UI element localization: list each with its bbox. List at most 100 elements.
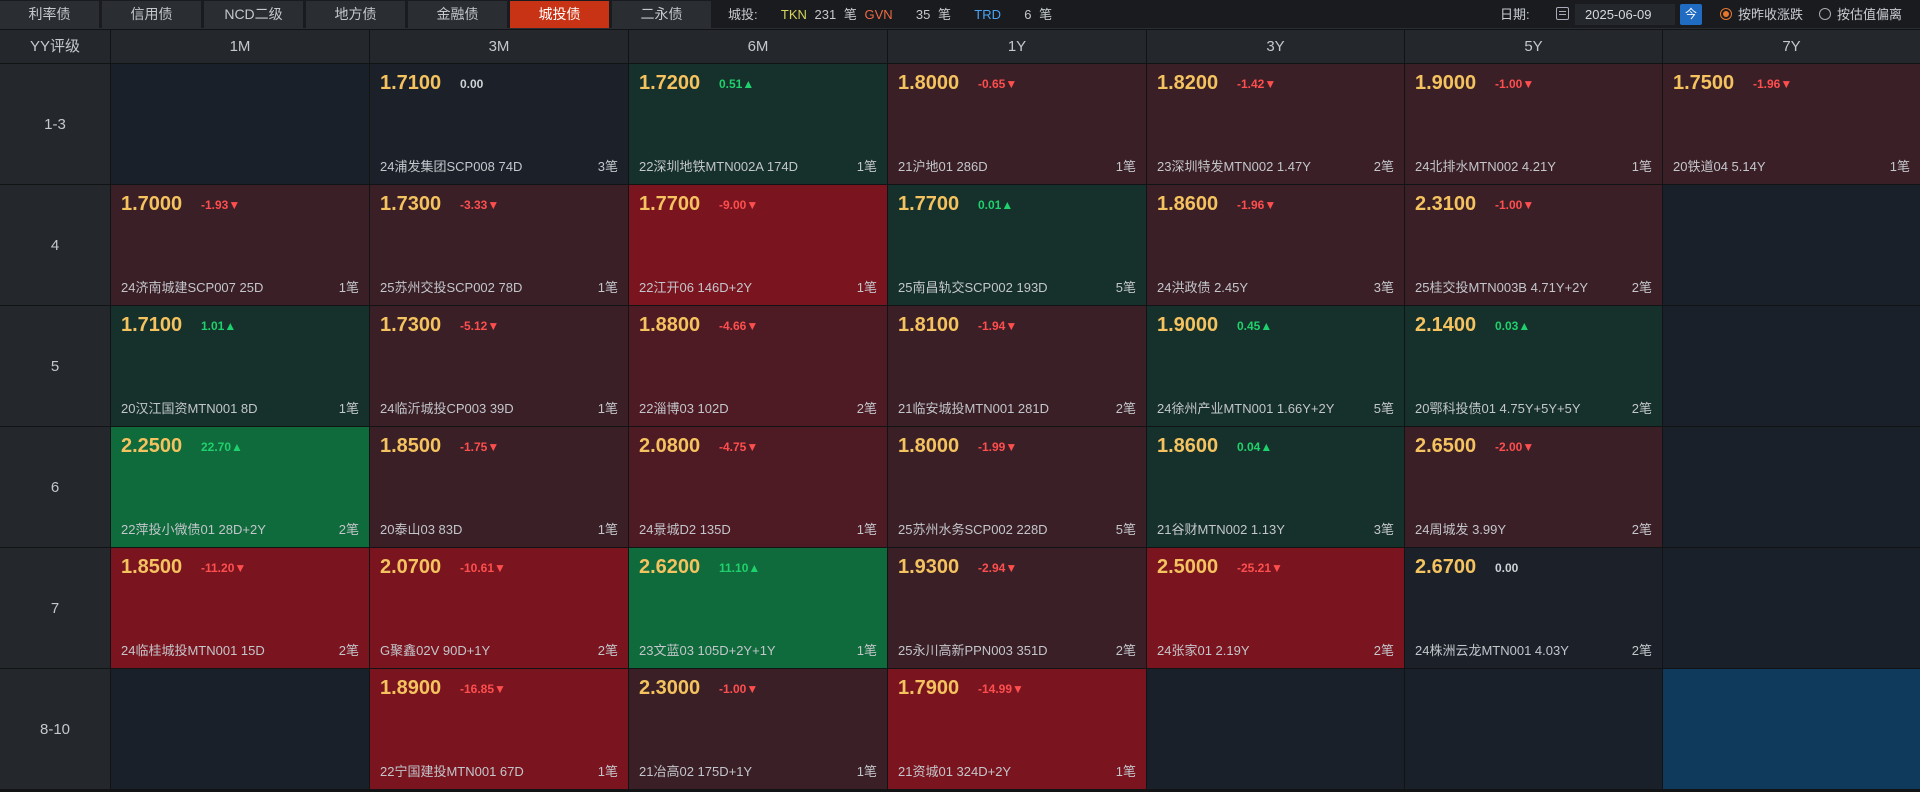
yield-change: -1.94▼ <box>978 319 1018 333</box>
bond-cell[interactable]: 1.7300 -5.12▼ 24临沂城投CP003 39D 1笔 <box>370 306 628 426</box>
trade-count: 1笔 <box>597 280 618 295</box>
bond-cell[interactable]: 2.0800 -4.75▼ 24景城D2 135D 1笔 <box>629 427 887 547</box>
trade-count: 2笔 <box>1373 643 1394 658</box>
trade-count-info: 城投: TKN 231 笔 GVN 35 笔 TRD 6 笔 <box>728 0 1056 29</box>
bond-cell[interactable]: 1.7000 -1.93▼ 24济南城建SCP007 25D 1笔 <box>111 185 369 305</box>
by-valuation-label[interactable]: 按估值偏离 <box>1837 7 1903 22</box>
empty-cell <box>1147 669 1404 789</box>
by-close-radio[interactable] <box>1720 8 1732 20</box>
yield-change: 0.51▲ <box>719 77 755 91</box>
by-close-label[interactable]: 按昨收涨跌 <box>1738 7 1804 22</box>
empty-cell <box>1663 185 1920 305</box>
tab-5[interactable]: 城投债 <box>510 1 609 28</box>
gvn-label: GVN <box>864 7 893 22</box>
bond-cell[interactable]: 2.1400 0.03▲ 20鄂科投债01 4.75Y+5Y+5Y 2笔 <box>1405 306 1662 426</box>
trade-count: 2笔 <box>1631 280 1652 295</box>
bond-cell[interactable]: 1.8000 -1.99▼ 25苏州水务SCP002 228D 5笔 <box>888 427 1146 547</box>
tab-1[interactable]: 信用债 <box>102 1 201 28</box>
empty-cell <box>1663 548 1920 668</box>
bond-name: 21沪地01 286D <box>898 159 988 174</box>
yield-change: 1.01▲ <box>201 319 237 333</box>
bond-cell[interactable]: 2.0700 -10.61▼ G聚鑫02V 90D+1Y 2笔 <box>370 548 628 668</box>
tab-2[interactable]: NCD二级 <box>204 1 303 28</box>
yield-value: 1.7200 <box>639 72 701 94</box>
trade-count: 1笔 <box>856 643 877 658</box>
yield-change: 0.45▲ <box>1237 319 1273 333</box>
bond-name: 22萍投小微债01 28D+2Y <box>121 522 266 537</box>
empty-cell <box>1405 669 1662 789</box>
trd-unit: 笔 <box>1039 7 1053 22</box>
tab-0[interactable]: 利率债 <box>0 1 99 28</box>
bond-cell[interactable]: 1.9000 0.45▲ 24徐州产业MTN001 1.66Y+2Y 5笔 <box>1147 306 1404 426</box>
yield-value: 2.0700 <box>380 556 442 578</box>
bond-cell[interactable]: 1.8800 -4.66▼ 22淄博03 102D 2笔 <box>629 306 887 426</box>
bond-cell[interactable]: 1.7100 0.00 24浦发集团SCP008 74D 3笔 <box>370 64 628 184</box>
yield-value: 1.7700 <box>898 193 960 215</box>
yield-change: -2.00▼ <box>1495 440 1535 454</box>
yield-change: 22.70▲ <box>201 440 243 454</box>
bond-cell[interactable]: 1.8600 -1.96▼ 24洪政债 2.45Y 3笔 <box>1147 185 1404 305</box>
bond-cell[interactable]: 2.3100 -1.00▼ 25桂交投MTN003B 4.71Y+2Y 2笔 <box>1405 185 1662 305</box>
bond-cell[interactable]: 1.7900 -14.99▼ 21资城01 324D+2Y 1笔 <box>888 669 1146 789</box>
trade-count: 1笔 <box>597 522 618 537</box>
bond-cell[interactable]: 1.8600 0.04▲ 21谷财MTN002 1.13Y 3笔 <box>1147 427 1404 547</box>
bond-name: 24景城D2 135D <box>639 522 731 537</box>
bond-name: 23深圳特发MTN002 1.47Y <box>1157 159 1311 174</box>
column-header-5: 3Y <box>1147 30 1404 63</box>
yield-change: -1.42▼ <box>1237 77 1277 91</box>
row-label-3: 6 <box>0 427 110 547</box>
category-tabs: 利率债 信用债 NCD二级 地方债 金融债 城投债 二永债 <box>0 1 714 28</box>
bond-cell[interactable]: 1.9300 -2.94▼ 25永川高新PPN003 351D 2笔 <box>888 548 1146 668</box>
yield-change: -4.75▼ <box>719 440 759 454</box>
tab-3[interactable]: 地方债 <box>306 1 405 28</box>
bond-cell[interactable]: 1.7700 0.01▲ 25南昌轨交SCP002 193D 5笔 <box>888 185 1146 305</box>
bond-cell[interactable]: 2.6700 0.00 24株洲云龙MTN001 4.03Y 2笔 <box>1405 548 1662 668</box>
bond-cell[interactable]: 2.3000 -1.00▼ 21冶高02 175D+1Y 1笔 <box>629 669 887 789</box>
bond-name: 24周城发 3.99Y <box>1415 522 1507 537</box>
bond-cell[interactable]: 1.8100 -1.94▼ 21临安城投MTN001 281D 2笔 <box>888 306 1146 426</box>
bond-cell[interactable]: 1.9000 -1.00▼ 24北排水MTN002 4.21Y 1笔 <box>1405 64 1662 184</box>
bond-name: 24株洲云龙MTN001 4.03Y <box>1415 643 1569 658</box>
yield-change: 0.04▲ <box>1237 440 1273 454</box>
column-header-7: 7Y <box>1663 30 1920 63</box>
yield-change: -1.99▼ <box>978 440 1018 454</box>
selected-cell[interactable] <box>1663 669 1920 789</box>
bond-name: 25南昌轨交SCP002 193D <box>898 280 1048 295</box>
bond-name: G聚鑫02V 90D+1Y <box>380 643 491 658</box>
yield-value: 1.8800 <box>639 314 701 336</box>
bond-cell[interactable]: 1.8000 -0.65▼ 21沪地01 286D 1笔 <box>888 64 1146 184</box>
calendar-icon[interactable] <box>1556 7 1569 20</box>
bond-cell[interactable]: 1.8200 -1.42▼ 23深圳特发MTN002 1.47Y 2笔 <box>1147 64 1404 184</box>
trade-count: 2笔 <box>338 643 359 658</box>
bond-cell[interactable]: 2.5000 -25.21▼ 24张家01 2.19Y 2笔 <box>1147 548 1404 668</box>
bond-name: 22江开06 146D+2Y <box>639 280 753 295</box>
bond-cell[interactable]: 1.7300 -3.33▼ 25苏州交投SCP002 78D 1笔 <box>370 185 628 305</box>
tab-4[interactable]: 金融债 <box>408 1 507 28</box>
date-label: 日期: <box>1500 7 1530 22</box>
tab-6[interactable]: 二永债 <box>612 1 711 28</box>
trade-count: 1笔 <box>1115 159 1136 174</box>
column-header-2: 3M <box>370 30 628 63</box>
trade-count: 2笔 <box>856 401 877 416</box>
trade-count: 3笔 <box>597 159 618 174</box>
bond-cell[interactable]: 1.7100 1.01▲ 20汉江国资MTN001 8D 1笔 <box>111 306 369 426</box>
by-valuation-radio[interactable] <box>1819 8 1831 20</box>
date-input[interactable] <box>1575 4 1675 25</box>
bond-cell[interactable]: 1.8900 -16.85▼ 22宁国建投MTN001 67D 1笔 <box>370 669 628 789</box>
today-button[interactable]: 今 <box>1680 4 1702 25</box>
bond-cell[interactable]: 2.2500 22.70▲ 22萍投小微债01 28D+2Y 2笔 <box>111 427 369 547</box>
bond-cell[interactable]: 2.6500 -2.00▼ 24周城发 3.99Y 2笔 <box>1405 427 1662 547</box>
bond-cell[interactable]: 1.8500 -1.75▼ 20泰山03 83D 1笔 <box>370 427 628 547</box>
bond-cell[interactable]: 1.7500 -1.96▼ 20铁道04 5.14Y 1笔 <box>1663 64 1920 184</box>
bond-name: 22深圳地铁MTN002A 174D <box>639 159 798 174</box>
yield-change: -5.12▼ <box>460 319 500 333</box>
yield-value: 1.7300 <box>380 314 442 336</box>
bond-cell[interactable]: 1.7700 -9.00▼ 22江开06 146D+2Y 1笔 <box>629 185 887 305</box>
bond-cell[interactable]: 2.6200 11.10▲ 23文蓝03 105D+2Y+1Y 1笔 <box>629 548 887 668</box>
bond-name: 25苏州交投SCP002 78D <box>380 280 523 295</box>
yield-value: 1.9300 <box>898 556 960 578</box>
bond-cell[interactable]: 1.7200 0.51▲ 22深圳地铁MTN002A 174D 1笔 <box>629 64 887 184</box>
bond-cell[interactable]: 1.8500 -11.20▼ 24临桂城投MTN001 15D 2笔 <box>111 548 369 668</box>
yield-change: -1.00▼ <box>719 682 759 696</box>
yield-change: -1.75▼ <box>460 440 500 454</box>
